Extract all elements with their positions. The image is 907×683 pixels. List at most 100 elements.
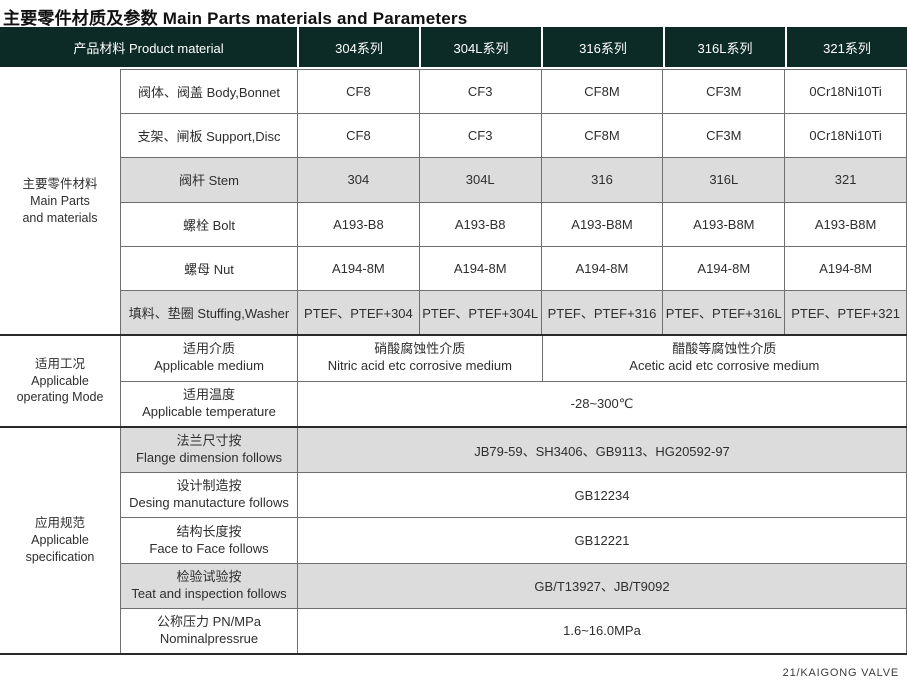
label-zh: 公称压力 PN/MPa (156, 614, 261, 630)
label-zh: 设计制造按 (176, 478, 242, 494)
group-line-en1: Main Parts (30, 194, 90, 209)
row-label-body-bonnet: 阀体、阀盖 Body,Bonnet (137, 85, 281, 101)
group-label-operating-mode: 适用工况 Applicable operating Mode (0, 336, 120, 426)
table-row-stuffing-washer: 填料、垫圈 Stuffing,Washer PTEF、PTEF+304 PTEF… (121, 289, 906, 335)
table-row-support-disc: 支架、闸板 Support,Disc CF8 CF3 CF8M CF3M 0Cr… (121, 113, 906, 158)
label-zh: 法兰尺寸按 (176, 433, 242, 449)
cell-support-disc-304: CF8 (297, 114, 419, 158)
row-label-test-inspection: 检验试验按 Teat and inspection follows (121, 564, 297, 608)
row-label-support-disc: 支架、闸板 Support,Disc (137, 129, 281, 145)
cell-stem-321: 321 (784, 158, 906, 202)
section-main-parts-materials: 主要零件材料 Main Parts and materials 阀体、阀盖 Bo… (0, 69, 907, 335)
cell-test-standards: GB/T13927、JB/T9092 (297, 563, 906, 608)
header-cell-series-316l: 316L系列 (663, 27, 785, 67)
group-line-en1: Applicable (31, 373, 89, 388)
table-row-stem: 阀杆 Stem 304 304L 316 316L 321 (121, 157, 906, 202)
value-en: Nitric acid etc corrosive medium (327, 358, 512, 374)
label-en: Flange dimension follows (136, 450, 282, 466)
label-zh: 适用温度 (182, 386, 235, 402)
cell-bolt-316l: A193-B8M (662, 202, 784, 246)
page-footer: 21/KAIGONG VALVE (782, 667, 899, 679)
header-cell-product-material: 产品材料 Product material (0, 27, 297, 67)
page-title: 主要零件材质及参数 Main Parts materials and Param… (3, 9, 468, 28)
group-line-en1: Applicable (31, 533, 89, 548)
group-label-main-parts: 主要零件材料 Main Parts and materials (0, 69, 120, 334)
header-cell-series-316: 316系列 (541, 27, 663, 67)
cell-stem-316: 316 (540, 158, 663, 202)
cell-body-bonnet-304l: CF3 (418, 70, 541, 114)
cell-nitric-acid-medium: 硝酸腐蚀性介质 Nitric acid etc corrosive medium (297, 336, 542, 381)
cell-support-disc-321: 0Cr18Ni10Ti (784, 114, 906, 158)
cell-bolt-321: A193-B8M (784, 202, 906, 246)
cell-stuffing-316: PTEF、PTEF+316 (540, 290, 663, 335)
label-en: Desing manutacture follows (129, 495, 289, 511)
cell-body-bonnet-321: 0Cr18Ni10Ti (784, 70, 906, 114)
cell-stem-304: 304 (297, 158, 419, 202)
cell-bolt-316: A193-B8M (540, 202, 663, 246)
row-label-applicable-temperature: 适用温度 Applicable temperature (121, 382, 297, 427)
cell-design-standard: GB12234 (297, 473, 906, 518)
cell-stuffing-304l: PTEF、PTEF+304L (418, 290, 541, 335)
label-zh: 检验试验按 (176, 568, 242, 584)
value-en: Acetic acid etc corrosive medium (629, 358, 820, 374)
row-label-flange-dimension: 法兰尺寸按 Flange dimension follows (121, 428, 297, 472)
row-label-face-to-face: 结构长度按 Face to Face follows (121, 518, 297, 562)
cell-body-bonnet-316: CF8M (540, 70, 663, 114)
cell-stuffing-304: PTEF、PTEF+304 (297, 290, 419, 335)
cell-stem-316l: 316L (662, 158, 784, 202)
table-row-test-inspection: 检验试验按 Teat and inspection follows GB/T13… (121, 562, 906, 608)
table-row-nominal-pressure: 公称压力 PN/MPa Nominalpressrue 1.6~16.0MPa (121, 607, 906, 654)
header-cell-series-321: 321系列 (785, 27, 907, 67)
cell-nut-321: A194-8M (784, 246, 906, 290)
value-zh: 醋酸等腐蚀性介质 (672, 341, 777, 357)
cell-flange-standards: JB79-59、SH3406、GB9113、HG20592-97 (297, 428, 906, 473)
header-cell-series-304: 304系列 (297, 27, 419, 67)
cell-body-bonnet-316l: CF3M (662, 70, 784, 114)
row-label-applicable-medium: 适用介质 Applicable medium (121, 336, 297, 381)
group-line-zh: 适用工况 (34, 356, 85, 371)
group-line-zh: 应用规范 (34, 516, 85, 531)
section-applicable-specification: 应用规范 Applicable specification 法兰尺寸按 Flan… (0, 426, 907, 654)
cell-pressure-range: 1.6~16.0MPa (297, 608, 906, 654)
row-label-stuffing-washer: 填料、垫圈 Stuffing,Washer (128, 305, 290, 321)
group-line-zh: 主要零件材料 (22, 177, 98, 192)
cell-temperature-range: -28~300℃ (297, 381, 906, 426)
table-row-flange-dimension: 法兰尺寸按 Flange dimension follows JB79-59、S… (121, 428, 906, 473)
table-row-applicable-medium: 适用介质 Applicable medium 硝酸腐蚀性介质 Nitric ac… (121, 336, 906, 381)
label-zh: 结构长度按 (176, 523, 242, 539)
cell-nut-304l: A194-8M (418, 246, 541, 290)
row-label-nominal-pressure: 公称压力 PN/MPa Nominalpressrue (121, 609, 297, 653)
group-line-en2: specification (25, 549, 95, 564)
cell-bolt-304: A193-B8 (297, 202, 419, 246)
value-zh: 硝酸腐蚀性介质 (374, 341, 466, 357)
cell-body-bonnet-304: CF8 (297, 70, 419, 114)
label-zh: 适用介质 (182, 341, 235, 357)
section-operating-mode: 适用工况 Applicable operating Mode 适用介质 Appl… (0, 334, 907, 426)
header-cell-series-304l: 304L系列 (419, 27, 541, 67)
materials-table: 主要零件材料 Main Parts and materials 阀体、阀盖 Bo… (0, 69, 907, 655)
table-row-bolt: 螺栓 Bolt A193-B8 A193-B8 A193-B8M A193-B8… (121, 201, 906, 246)
cell-support-disc-304l: CF3 (418, 114, 541, 158)
cell-nut-316l: A194-8M (662, 246, 784, 290)
table-header-row: 产品材料 Product material 304系列 304L系列 316系列… (0, 27, 907, 67)
table-row-body-bonnet: 阀体、阀盖 Body,Bonnet CF8 CF3 CF8M CF3M 0Cr1… (121, 70, 906, 114)
label-en: Teat and inspection follows (131, 585, 287, 601)
row-label-bolt: 螺栓 Bolt (182, 217, 235, 233)
cell-bolt-304l: A193-B8 (418, 202, 541, 246)
cell-nut-304: A194-8M (297, 246, 419, 290)
cell-face-to-face-standard: GB12221 (297, 518, 906, 563)
label-en: Applicable medium (154, 358, 264, 374)
table-row-design-manufacture: 设计制造按 Desing manutacture follows GB12234 (121, 472, 906, 518)
cell-nut-316: A194-8M (540, 246, 663, 290)
cell-support-disc-316: CF8M (540, 114, 663, 158)
row-label-nut: 螺母 Nut (184, 261, 234, 277)
table-row-applicable-temperature: 适用温度 Applicable temperature -28~300℃ (121, 380, 906, 427)
table-row-face-to-face: 结构长度按 Face to Face follows GB12221 (121, 517, 906, 563)
row-label-design-manufacture: 设计制造按 Desing manutacture follows (121, 473, 297, 517)
row-label-stem: 阀杆 Stem (179, 173, 239, 189)
cell-stuffing-321: PTEF、PTEF+321 (784, 290, 906, 335)
label-en: Nominalpressrue (159, 630, 259, 646)
cell-acetic-acid-medium: 醋酸等腐蚀性介质 Acetic acid etc corrosive mediu… (541, 336, 906, 381)
group-line-en2: and materials (22, 210, 98, 225)
cell-support-disc-316l: CF3M (662, 114, 784, 158)
